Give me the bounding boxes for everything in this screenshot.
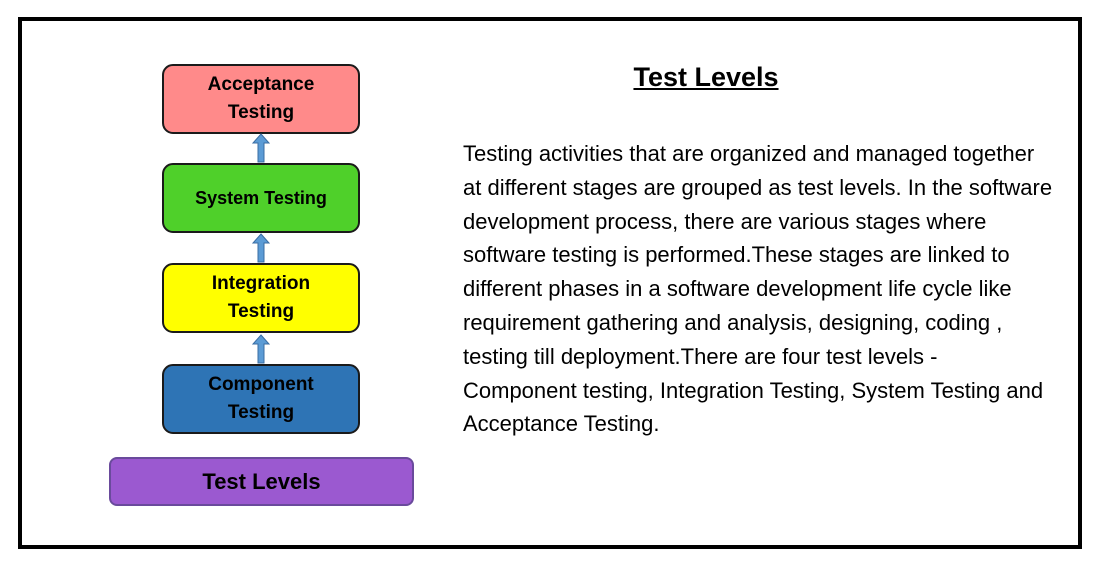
page-title: Test Levels (633, 62, 779, 92)
integration-testing-box: Integration Testing (162, 263, 360, 333)
up-arrow-icon (252, 334, 270, 364)
component-testing-box: Component Testing (162, 364, 360, 434)
test-levels-base: Test Levels (109, 457, 414, 506)
up-arrow-icon (252, 133, 270, 163)
up-arrow-icon (252, 233, 270, 263)
description-text: Testing activities that are organized an… (463, 141, 1053, 437)
acceptance-testing-box: Acceptance Testing (162, 64, 360, 134)
system-testing-box: System Testing (162, 163, 360, 233)
